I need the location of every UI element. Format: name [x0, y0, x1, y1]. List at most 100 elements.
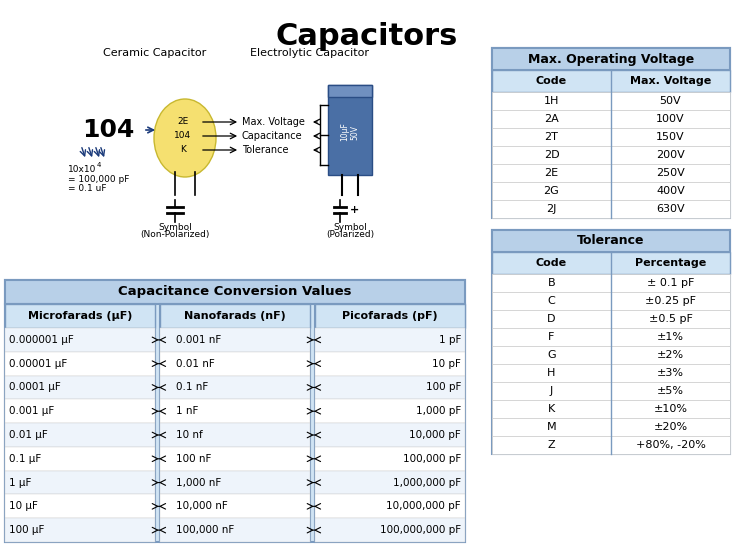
- Bar: [160, 352, 310, 376]
- Bar: [492, 418, 730, 436]
- Text: 2E: 2E: [545, 168, 559, 178]
- Bar: [160, 518, 310, 542]
- Bar: [492, 364, 730, 382]
- Bar: [160, 376, 310, 399]
- Text: ±0.5 pF: ±0.5 pF: [648, 314, 692, 324]
- Text: 0.00001 μF: 0.00001 μF: [9, 359, 67, 369]
- Bar: [5, 471, 155, 494]
- Text: 10,000 pF: 10,000 pF: [409, 430, 461, 440]
- Text: ±10%: ±10%: [653, 404, 687, 414]
- Text: 100V: 100V: [656, 114, 685, 124]
- Text: 100 μF: 100 μF: [9, 525, 44, 535]
- Bar: [5, 328, 155, 352]
- Text: 10μF
50V: 10μF 50V: [340, 123, 359, 141]
- Bar: [5, 352, 155, 376]
- Text: (Non-Polarized): (Non-Polarized): [140, 230, 209, 239]
- Text: ± 0.1 pF: ± 0.1 pF: [647, 278, 694, 288]
- Bar: [492, 92, 730, 110]
- Bar: [315, 494, 465, 518]
- Bar: [5, 304, 155, 542]
- Text: 1 pF: 1 pF: [439, 335, 461, 345]
- Text: ±1%: ±1%: [657, 332, 684, 342]
- Bar: [328, 85, 372, 175]
- Bar: [492, 110, 730, 128]
- Text: D: D: [548, 314, 556, 324]
- Bar: [160, 447, 310, 471]
- Bar: [5, 304, 155, 328]
- Text: 10,000,000 pF: 10,000,000 pF: [387, 502, 461, 512]
- Text: 0.001 nF: 0.001 nF: [176, 335, 221, 345]
- Text: 1,000 pF: 1,000 pF: [416, 406, 461, 416]
- Text: 10 nf: 10 nf: [176, 430, 203, 440]
- Text: 10x10: 10x10: [68, 165, 96, 174]
- Text: 10 μF: 10 μF: [9, 502, 38, 512]
- Text: K: K: [548, 404, 555, 414]
- Text: 2T: 2T: [545, 132, 559, 142]
- Text: Capacitors: Capacitors: [276, 22, 458, 51]
- Text: 2A: 2A: [544, 114, 559, 124]
- Bar: [492, 200, 730, 218]
- Bar: [492, 382, 730, 400]
- Text: 10 pF: 10 pF: [432, 359, 461, 369]
- Text: 250V: 250V: [656, 168, 685, 178]
- Text: 2D: 2D: [544, 150, 559, 160]
- Text: 100,000,000 pF: 100,000,000 pF: [380, 525, 461, 535]
- Bar: [492, 252, 730, 274]
- Text: B: B: [548, 278, 556, 288]
- Text: (Polarized): (Polarized): [326, 230, 374, 239]
- Bar: [492, 128, 730, 146]
- Text: 4: 4: [97, 162, 101, 168]
- Text: 0.1 nF: 0.1 nF: [176, 382, 208, 393]
- Bar: [315, 447, 465, 471]
- Text: K: K: [180, 146, 186, 155]
- Bar: [5, 280, 465, 304]
- Text: 100 nF: 100 nF: [176, 454, 212, 464]
- Bar: [492, 346, 730, 364]
- Text: 0.0001 μF: 0.0001 μF: [9, 382, 61, 393]
- Text: 1,000,000 pF: 1,000,000 pF: [393, 477, 461, 487]
- Text: Microfarads (μF): Microfarads (μF): [28, 311, 132, 321]
- Bar: [160, 494, 310, 518]
- Text: = 0.1 uF: = 0.1 uF: [68, 184, 107, 193]
- Text: Z: Z: [548, 440, 556, 450]
- Text: F: F: [548, 332, 555, 342]
- Text: ±20%: ±20%: [653, 422, 687, 432]
- Text: 200V: 200V: [656, 150, 685, 160]
- Text: 2E: 2E: [177, 118, 189, 127]
- Text: 104: 104: [82, 118, 135, 142]
- Text: 1 μF: 1 μF: [9, 477, 32, 487]
- Text: 0.001 μF: 0.001 μF: [9, 406, 54, 416]
- Bar: [5, 399, 155, 423]
- Text: +80%, -20%: +80%, -20%: [636, 440, 706, 450]
- Text: Max. Voltage: Max. Voltage: [630, 76, 711, 86]
- Bar: [315, 376, 465, 399]
- Bar: [492, 146, 730, 164]
- Text: C: C: [548, 296, 556, 306]
- Text: H: H: [548, 368, 556, 378]
- Text: 630V: 630V: [656, 204, 685, 214]
- Bar: [5, 518, 155, 542]
- Text: Capacitance Conversion Values: Capacitance Conversion Values: [118, 285, 352, 299]
- Text: ±5%: ±5%: [657, 386, 684, 396]
- Text: 1H: 1H: [544, 96, 559, 106]
- Text: Percentage: Percentage: [635, 258, 706, 268]
- Bar: [315, 352, 465, 376]
- Text: Max. Voltage: Max. Voltage: [242, 117, 305, 127]
- Bar: [160, 471, 310, 494]
- Bar: [315, 423, 465, 447]
- Text: +: +: [350, 205, 359, 215]
- Text: 0.01 nF: 0.01 nF: [176, 359, 215, 369]
- Bar: [492, 182, 730, 200]
- Bar: [160, 328, 310, 352]
- Text: Electrolytic Capacitor: Electrolytic Capacitor: [251, 48, 370, 58]
- Bar: [492, 70, 730, 92]
- Text: Ceramic Capacitor: Ceramic Capacitor: [104, 48, 207, 58]
- Bar: [315, 328, 465, 352]
- Bar: [492, 48, 730, 218]
- Ellipse shape: [154, 99, 216, 177]
- Text: Code: Code: [536, 258, 567, 268]
- Text: 2J: 2J: [546, 204, 556, 214]
- Text: 0.01 μF: 0.01 μF: [9, 430, 48, 440]
- Text: J: J: [550, 386, 553, 396]
- Text: 100 pF: 100 pF: [426, 382, 461, 393]
